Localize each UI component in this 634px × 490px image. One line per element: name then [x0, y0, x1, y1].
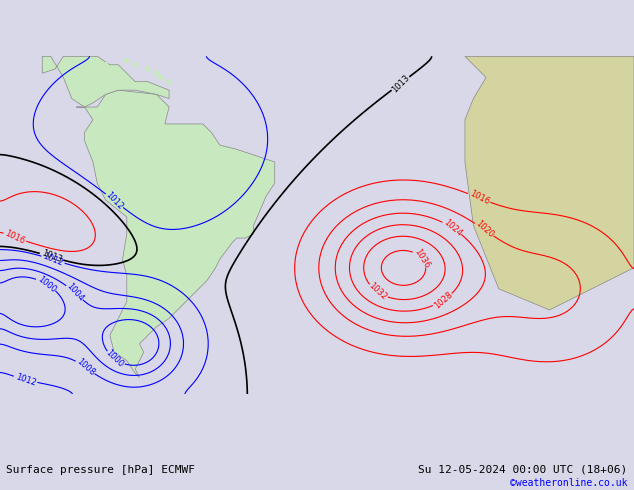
Text: 1028: 1028: [432, 290, 454, 311]
Text: 1016: 1016: [468, 189, 491, 207]
Circle shape: [167, 79, 171, 84]
Text: Surface pressure [hPa] ECMWF: Surface pressure [hPa] ECMWF: [6, 465, 195, 474]
Circle shape: [158, 75, 163, 79]
Circle shape: [103, 63, 108, 67]
Text: 1020: 1020: [474, 220, 495, 240]
Circle shape: [125, 58, 129, 63]
Circle shape: [154, 71, 158, 75]
Text: 1012: 1012: [104, 190, 125, 211]
Text: 1012: 1012: [42, 251, 65, 268]
Text: 1004: 1004: [65, 282, 85, 303]
Text: 1000: 1000: [104, 348, 126, 369]
Text: 1024: 1024: [441, 218, 463, 238]
Text: Su 12-05-2024 00:00 UTC (18+06): Su 12-05-2024 00:00 UTC (18+06): [418, 465, 628, 474]
Text: ©weatheronline.co.uk: ©weatheronline.co.uk: [510, 478, 628, 488]
Text: 1012: 1012: [14, 372, 37, 388]
Polygon shape: [42, 56, 169, 107]
Text: 1013: 1013: [390, 73, 411, 94]
Text: 1008: 1008: [74, 357, 96, 378]
Circle shape: [133, 63, 138, 67]
Polygon shape: [465, 56, 634, 310]
Text: 1036: 1036: [413, 247, 432, 270]
Text: 1013: 1013: [40, 249, 63, 265]
Text: 1000: 1000: [36, 274, 58, 294]
Circle shape: [146, 67, 150, 71]
Text: 1016: 1016: [3, 229, 27, 246]
Polygon shape: [76, 90, 275, 378]
Text: 1032: 1032: [366, 281, 388, 302]
